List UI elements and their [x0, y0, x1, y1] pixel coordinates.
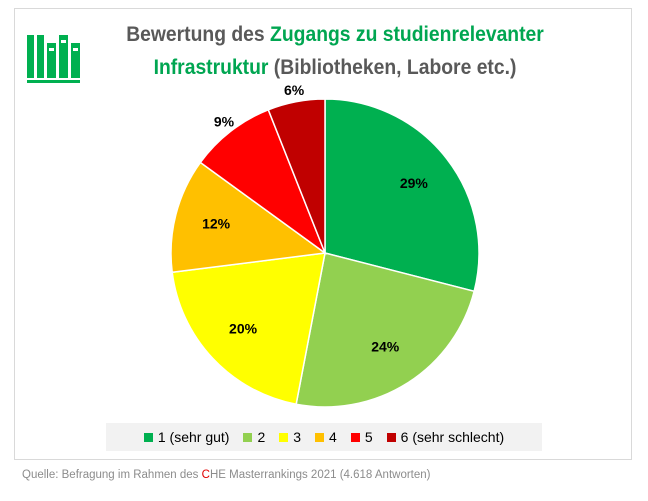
legend-swatch	[386, 432, 396, 442]
pie-slice-2	[295, 252, 476, 408]
legend-label: 2	[257, 429, 266, 445]
legend-item-1: 1 (sehr gut)	[143, 429, 230, 445]
legend-swatch	[143, 432, 153, 442]
title-part-4: (Bibliotheken, Labore etc.)	[268, 56, 517, 79]
legend-item-4: 4	[315, 429, 337, 445]
source-c-letter: C	[201, 469, 210, 481]
pie-slice-1	[324, 98, 480, 293]
slice-label-5: 9%	[214, 114, 235, 130]
legend-label: 5	[364, 429, 373, 445]
legend-label: 1 (sehr gut)	[157, 429, 230, 445]
slice-label-4: 12%	[202, 216, 231, 232]
title-part-3: Infrastruktur	[153, 56, 269, 79]
legend-swatch	[279, 432, 289, 442]
slice-label-3: 20%	[229, 321, 258, 337]
title-part-2: Zugangs zu studienrelevanter	[270, 23, 544, 46]
legend-swatch	[350, 432, 360, 442]
pie-slice-6	[267, 98, 326, 254]
source-after: HE Masterrankings 2021 (4.618 Antworten)	[209, 469, 431, 481]
source-note: Quelle: Befragung im Rahmen des CHE Mast…	[22, 469, 431, 481]
source-before: Quelle: Befragung im Rahmen des	[22, 469, 202, 481]
pie-slice-3	[171, 252, 326, 406]
legend-label: 3	[293, 429, 302, 445]
pie-slice-5	[199, 108, 327, 256]
slice-label-6: 6%	[284, 82, 305, 98]
legend-item-3: 3	[279, 429, 301, 445]
pie-slice-4	[170, 161, 327, 274]
legend: 1 (sehr gut) 2 3 4 5 6 (sehr schlecht)	[106, 423, 542, 451]
legend-label: 4	[329, 429, 337, 445]
legend-swatch	[243, 432, 253, 442]
legend-item-2: 2	[243, 429, 265, 445]
legend-item-6: 6 (sehr schlecht)	[386, 429, 505, 445]
slice-label-2: 24%	[371, 339, 400, 355]
legend-label: 6 (sehr schlecht)	[400, 429, 505, 445]
books-icon	[27, 35, 80, 83]
slice-label-1: 29%	[400, 175, 429, 191]
chart-title: Bewertung des Zugangs zu studienrelevant…	[110, 18, 561, 84]
title-part-1: Bewertung des	[126, 23, 271, 46]
legend-item-5: 5	[350, 429, 373, 445]
legend-swatch	[315, 432, 325, 442]
